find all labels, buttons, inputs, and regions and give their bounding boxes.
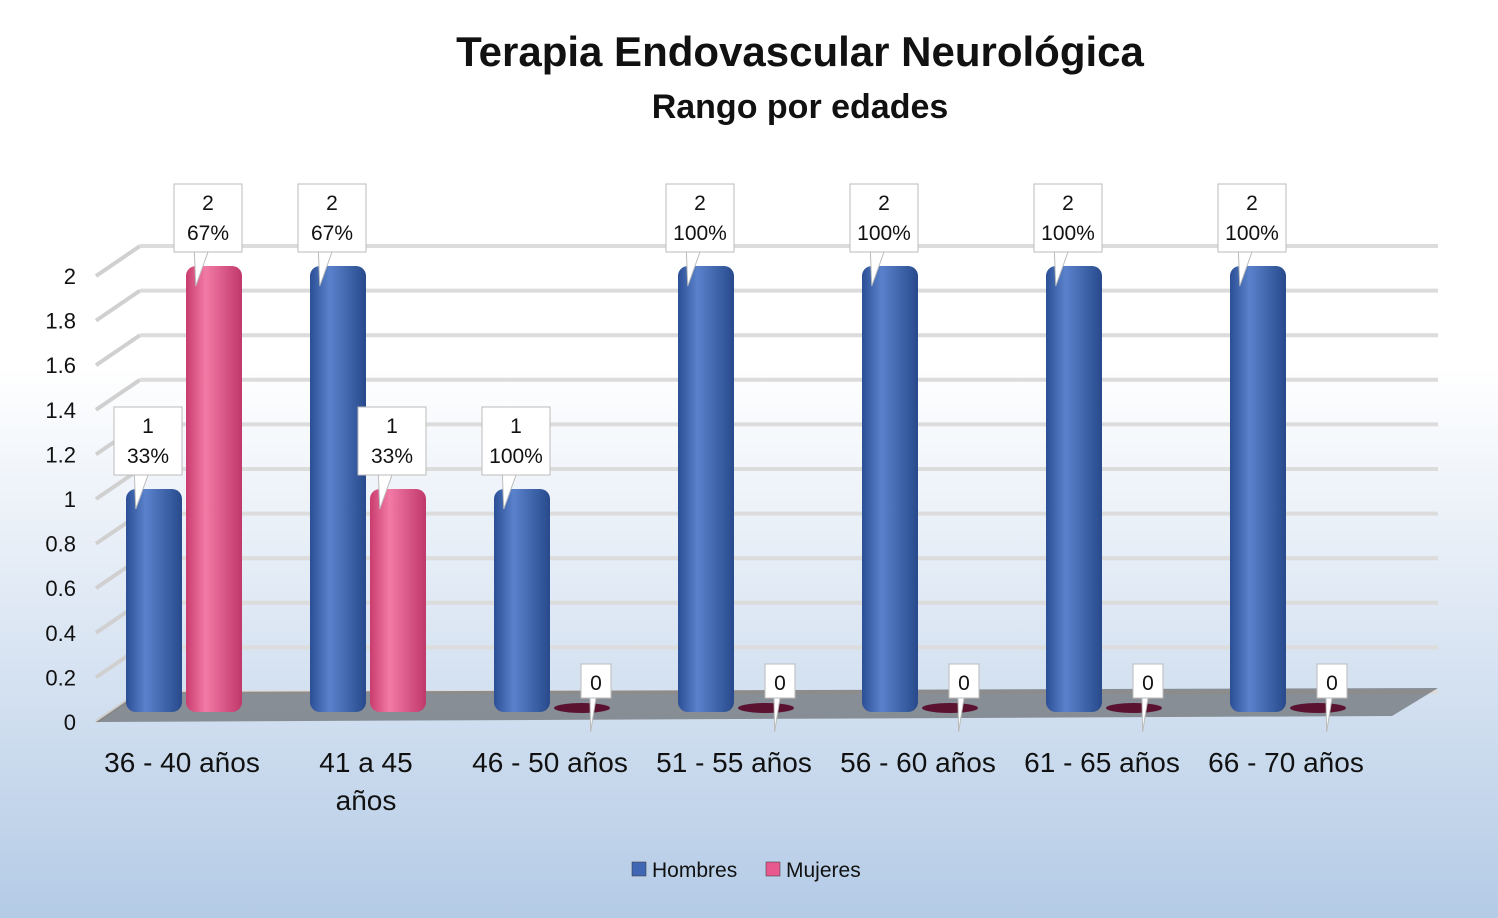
- y-tick-label: 1.8: [45, 309, 76, 334]
- x-tick-label: 51 - 55 años: [656, 747, 812, 778]
- data-label: 0: [774, 672, 786, 695]
- data-label: 100%: [1225, 222, 1279, 245]
- data-label: 100%: [673, 222, 727, 245]
- data-label: 2: [202, 192, 214, 215]
- bars: [126, 266, 1346, 713]
- legend: Hombres Mujeres: [631, 859, 861, 882]
- bar-hombres: [1230, 266, 1286, 712]
- legend-swatch-mujeres: [765, 861, 781, 877]
- data-label: 0: [590, 672, 602, 695]
- chart-title: Terapia Endovascular Neurológica: [456, 28, 1144, 75]
- data-label: 67%: [187, 222, 229, 245]
- bar-mujeres: [554, 703, 610, 713]
- y-tick-label: 0.2: [45, 665, 76, 690]
- x-tick-label: 61 - 65 años: [1024, 747, 1180, 778]
- x-tick-label: 66 - 70 años: [1208, 747, 1364, 778]
- x-tick-label-line: 56 - 60 años: [840, 747, 996, 778]
- callout-box: [849, 183, 919, 253]
- data-label: 1: [142, 415, 154, 438]
- bar-hombres: [310, 266, 366, 712]
- callout-box: [1033, 183, 1103, 253]
- callout-box: [1132, 663, 1164, 699]
- callout-box: [948, 663, 980, 699]
- y-tick-label: 0: [64, 710, 76, 735]
- bar-mujeres: [1106, 703, 1162, 713]
- data-label: 0: [1142, 672, 1154, 695]
- x-tick-label: 41 a 45 años: [319, 747, 412, 816]
- x-tick-label: 36 - 40 años: [104, 747, 260, 778]
- callout-box: [1316, 663, 1348, 699]
- legend-label-hombres: Hombres: [652, 859, 737, 882]
- data-label: 2: [694, 192, 706, 215]
- y-tick-label: 0.6: [45, 576, 76, 601]
- callout-box: [580, 663, 612, 699]
- data-label: 0: [958, 672, 970, 695]
- bar-mujeres: [738, 703, 794, 713]
- bar-mujeres: [922, 703, 978, 713]
- data-label: 100%: [489, 445, 543, 468]
- data-label: 2: [1062, 192, 1074, 215]
- y-tick-label: 2: [64, 264, 76, 289]
- callout-box: [357, 406, 427, 476]
- gridline-side: [94, 288, 142, 323]
- callout-box: [173, 183, 243, 253]
- bar-hombres: [678, 266, 734, 712]
- callout-box: [764, 663, 796, 699]
- data-label: 100%: [857, 222, 911, 245]
- gridline-side: [94, 244, 142, 278]
- bar-mujeres: [370, 489, 426, 712]
- data-label: 1: [510, 415, 522, 438]
- x-tick-label: 46 - 50 años: [472, 747, 628, 778]
- legend-swatch-hombres: [631, 861, 647, 877]
- x-tick-label-line: 66 - 70 años: [1208, 747, 1364, 778]
- data-label: 100%: [1041, 222, 1095, 245]
- gridline-side: [94, 378, 142, 412]
- data-labels: 1 33% 2 67% 2 67% 1 33% 1 100% 0 2 100% 0 2 100% 0 2 100% 0…: [113, 183, 1348, 733]
- bar-mujeres: [186, 266, 242, 712]
- x-tick-label-line: 51 - 55 años: [656, 747, 812, 778]
- bar-hombres: [862, 266, 918, 712]
- data-label: 2: [326, 192, 338, 215]
- y-tick-label: 1.6: [45, 353, 76, 378]
- callout-box: [297, 183, 367, 253]
- data-label: 0: [1326, 672, 1338, 695]
- bar-hombres: [1046, 266, 1102, 712]
- bar-hombres: [494, 489, 550, 712]
- legend-label-mujeres: Mujeres: [786, 859, 861, 882]
- callout-box: [113, 406, 183, 476]
- y-tick-label: 0.8: [45, 532, 76, 557]
- axes: 0 0.2 0.4 0.6 0.8 1 1.2 1.4 1.6 1.8 2 36 - 40 años 4…: [45, 264, 1363, 816]
- y-tick-label: 0.4: [45, 621, 76, 646]
- x-tick-label-line: 46 - 50 años: [472, 747, 628, 778]
- data-label: 33%: [371, 445, 413, 468]
- gridline-side: [94, 333, 142, 367]
- bar-mujeres: [1290, 703, 1346, 713]
- callout-box: [481, 406, 551, 476]
- data-label: 2: [1246, 192, 1258, 215]
- y-tick-label: 1: [64, 487, 76, 512]
- y-tick-label: 1.4: [45, 398, 76, 423]
- x-tick-label-line: 61 - 65 años: [1024, 747, 1180, 778]
- x-tick-label-line: 36 - 40 años: [104, 747, 260, 778]
- callout-box: [665, 183, 735, 253]
- x-tick-label-line: años: [336, 785, 397, 816]
- bar-hombres: [126, 489, 182, 712]
- x-tick-label: 56 - 60 años: [840, 747, 996, 778]
- data-label: 67%: [311, 222, 353, 245]
- chart-subtitle: Rango por edades: [652, 88, 949, 126]
- y-tick-label: 1.2: [45, 442, 76, 467]
- data-label: 1: [386, 415, 398, 438]
- data-label: 33%: [127, 445, 169, 468]
- data-label: 2: [878, 192, 890, 215]
- x-tick-label-line: 41 a 45: [319, 747, 412, 778]
- callout-box: [1217, 183, 1287, 253]
